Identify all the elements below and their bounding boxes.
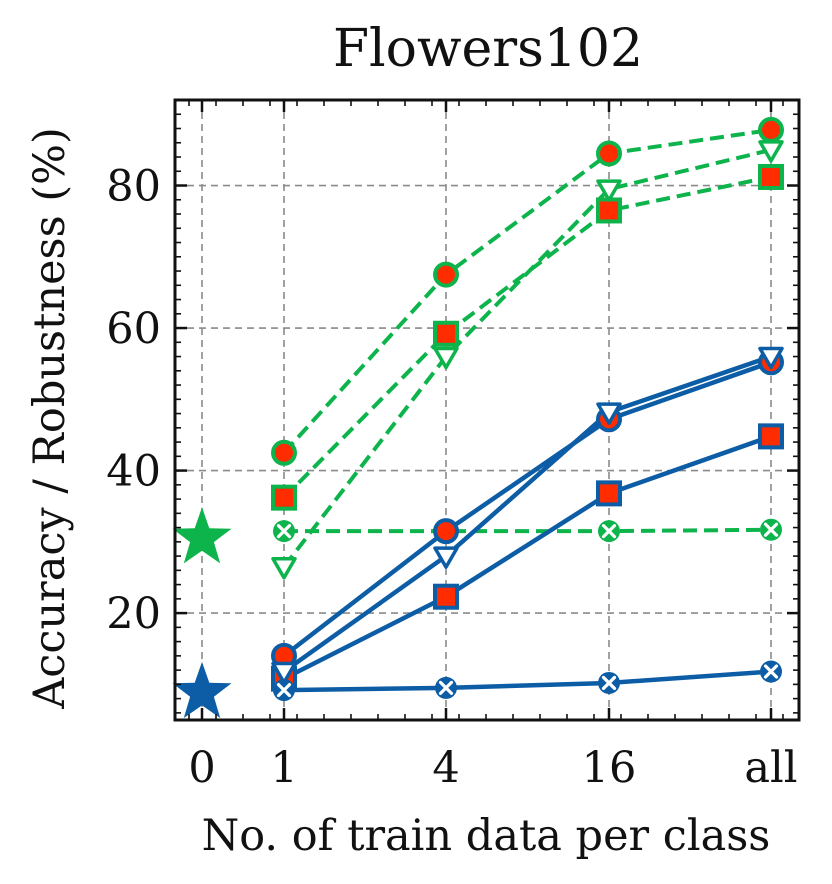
series-markers xyxy=(172,116,784,718)
x-tick-label: 16 xyxy=(582,743,637,793)
y-tick-label: 20 xyxy=(106,589,161,639)
point-green-square-16 xyxy=(596,197,622,224)
point-blue-triangle-1 xyxy=(271,661,297,685)
y-tick-labels: 20 40 60 80 xyxy=(106,162,161,640)
point-blue-x-1-cross-b xyxy=(276,682,292,698)
series-lines xyxy=(282,127,772,693)
point-green-x-1-cross-b xyxy=(276,524,292,539)
chart-title: Flowers102 xyxy=(333,19,643,79)
point-blue-square-16 xyxy=(596,480,622,507)
series-line-green-x xyxy=(284,527,772,534)
point-green-circle-1 xyxy=(271,439,297,466)
point-green-triangle-1 xyxy=(271,557,297,580)
point-green-triangle-4 xyxy=(433,346,459,370)
point-green-triangle-16 xyxy=(596,179,622,202)
point-green-triangle-all xyxy=(758,140,784,163)
point-blue-x-16-cross-b xyxy=(601,675,617,691)
x-tick-label: 4 xyxy=(432,743,459,793)
y-tick-label: 80 xyxy=(106,162,161,212)
point-blue-x-all-cross-b xyxy=(763,664,779,679)
x-tick-label: all xyxy=(744,743,797,793)
grid xyxy=(175,100,799,720)
series-line-blue-square xyxy=(282,434,772,681)
point-blue-circle-4 xyxy=(433,518,459,545)
point-blue-square-all xyxy=(758,423,784,450)
series-line-green-square xyxy=(282,175,772,500)
star-zero-shot-accuracy xyxy=(172,661,232,718)
point-green-square-1 xyxy=(271,484,297,511)
point-green-circle-all xyxy=(758,116,784,143)
series-line-blue-triangle xyxy=(282,354,772,674)
point-green-x-16-cross-b xyxy=(601,524,617,539)
series-line-green-triangle xyxy=(282,147,772,569)
point-blue-x-4-cross-b xyxy=(438,680,454,696)
y-axis-label: Accuracy / Robustness (%) xyxy=(25,127,75,710)
y-tick-label: 40 xyxy=(106,447,161,497)
x-tick-label: 0 xyxy=(188,743,215,793)
point-green-square-4 xyxy=(433,320,459,347)
point-blue-triangle-16 xyxy=(596,402,622,425)
x-tick-labels: 0 1 4 16 all xyxy=(188,743,797,793)
x-axis-label: No. of train data per class xyxy=(202,811,771,861)
point-blue-square-4 xyxy=(433,583,459,610)
point-green-x-all-cross-b xyxy=(763,522,779,537)
axis-ticks xyxy=(175,100,799,720)
star-zero-shot-robustness xyxy=(172,507,232,564)
point-blue-triangle-4 xyxy=(433,546,459,569)
y-tick-label: 60 xyxy=(106,304,161,354)
series-line-green-circle xyxy=(282,127,772,455)
series-line-blue-circle xyxy=(282,360,772,658)
series-line-blue-x xyxy=(283,669,772,693)
plot-frame xyxy=(173,98,801,722)
x-tick-label: 1 xyxy=(270,743,297,793)
point-blue-triangle-all xyxy=(758,346,784,370)
point-green-square-all xyxy=(758,163,784,190)
point-green-circle-16 xyxy=(596,140,622,167)
point-green-circle-4 xyxy=(433,261,459,288)
